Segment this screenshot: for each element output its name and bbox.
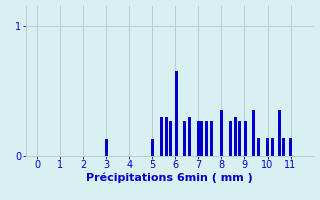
Bar xyxy=(210,121,212,156)
Bar xyxy=(160,117,163,156)
Bar xyxy=(105,139,108,156)
Bar xyxy=(205,121,208,156)
Bar xyxy=(175,71,178,156)
Bar xyxy=(197,121,200,156)
Bar xyxy=(271,138,274,156)
Bar xyxy=(220,110,223,156)
Bar xyxy=(188,117,191,156)
Bar xyxy=(244,121,247,156)
Bar xyxy=(238,121,241,156)
Bar xyxy=(289,138,292,156)
Bar xyxy=(151,139,154,156)
Bar xyxy=(252,110,255,156)
Bar xyxy=(183,121,186,156)
Bar xyxy=(282,138,285,156)
X-axis label: Précipitations 6min ( mm ): Précipitations 6min ( mm ) xyxy=(86,173,253,183)
Bar xyxy=(169,121,172,156)
Bar xyxy=(277,110,281,156)
Bar xyxy=(257,138,260,156)
Bar xyxy=(200,121,203,156)
Bar xyxy=(229,121,232,156)
Bar xyxy=(266,138,269,156)
Bar xyxy=(234,117,237,156)
Bar xyxy=(165,117,168,156)
